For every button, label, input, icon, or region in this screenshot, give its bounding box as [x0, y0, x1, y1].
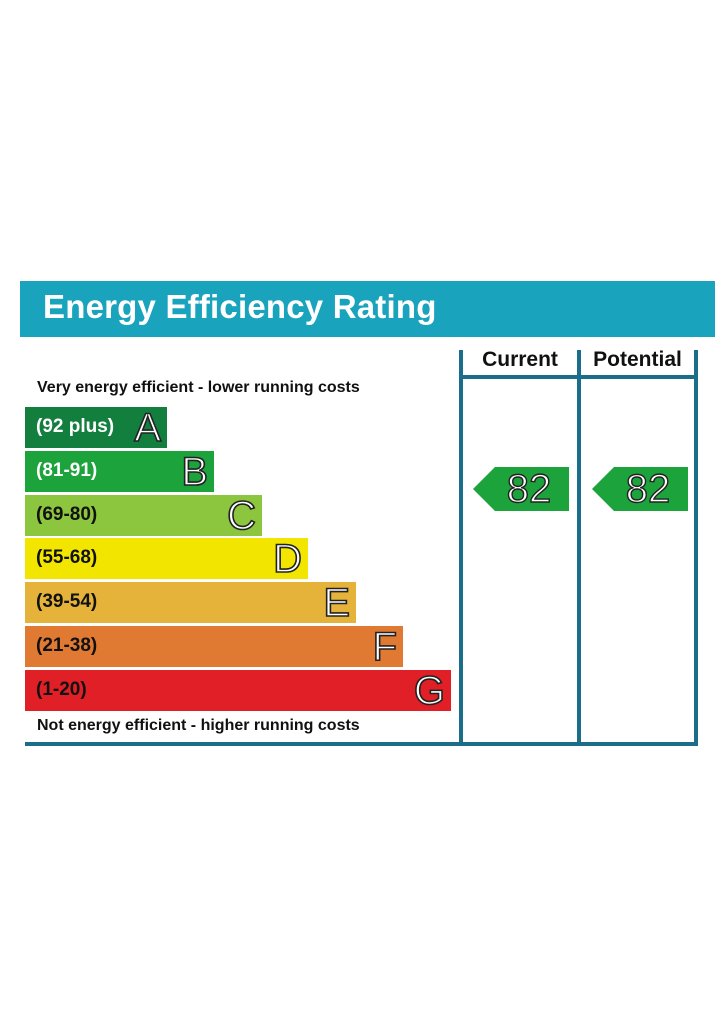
- title-bar: Energy Efficiency Rating: [20, 281, 715, 337]
- potential-rating-value: 82: [625, 466, 671, 511]
- band-range-c: (69-80): [36, 504, 98, 525]
- band-range-f: (21-38): [36, 635, 98, 656]
- band-range-d: (55-68): [36, 547, 98, 568]
- potential-arrow-shape: [592, 467, 688, 511]
- band-f: (21-38) F: [25, 624, 403, 670]
- column-header-current: Current: [482, 348, 558, 371]
- column-divider-right: [694, 350, 698, 745]
- band-range-e: (39-54): [36, 591, 98, 612]
- band-e: (39-54) E: [25, 580, 356, 626]
- potential-rating-arrow: 82: [592, 466, 688, 512]
- band-letter-f: F: [372, 624, 398, 670]
- current-rating-value: 82: [506, 466, 552, 511]
- band-letter-c: C: [226, 493, 256, 539]
- band-letter-g: G: [413, 668, 446, 714]
- band-letter-e: E: [323, 580, 351, 626]
- band-range-b: (81-91): [36, 460, 98, 481]
- caption-bottom: Not energy efficient - higher running co…: [37, 717, 360, 734]
- current-arrow-shape: [473, 467, 569, 511]
- header-underline: [461, 375, 696, 379]
- column-divider-middle: [577, 350, 581, 745]
- caption-top: Very energy efficient - lower running co…: [37, 379, 360, 396]
- band-range-a: (92 plus): [36, 416, 115, 437]
- band-b: (81-91) B: [25, 449, 214, 495]
- band-g: (1-20) G: [25, 668, 451, 714]
- band-letter-d: D: [272, 536, 302, 582]
- band-c: (69-80) C: [25, 493, 262, 539]
- column-divider-left: [459, 350, 463, 745]
- band-letter-a: A: [134, 405, 162, 451]
- chart-title: Energy Efficiency Rating: [43, 288, 437, 325]
- column-header-potential: Potential: [593, 348, 682, 371]
- band-a: (92 plus) A: [25, 405, 167, 451]
- band-d: (55-68) D: [25, 536, 308, 582]
- band-letter-b: B: [181, 449, 209, 495]
- band-range-g: (1-20): [36, 679, 87, 700]
- current-rating-arrow: 82: [473, 466, 569, 512]
- bottom-border: [25, 742, 698, 746]
